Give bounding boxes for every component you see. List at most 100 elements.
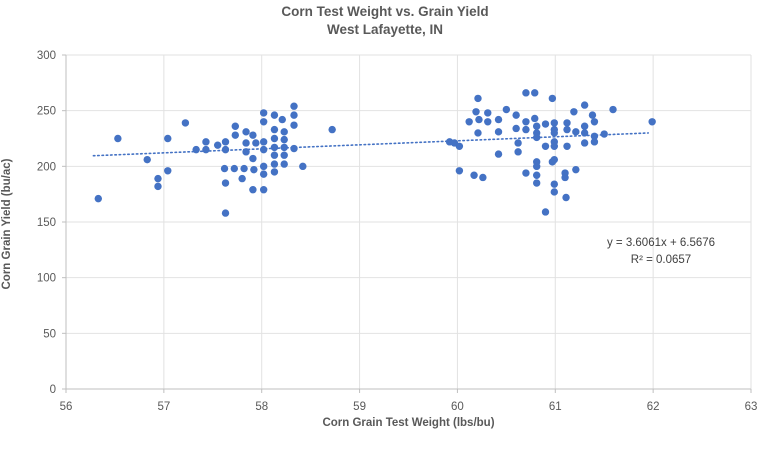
data-point: [290, 121, 298, 129]
data-point: [242, 139, 250, 147]
data-point: [502, 105, 511, 114]
data-point: [202, 138, 210, 146]
data-point: [532, 179, 541, 187]
data-point: [532, 162, 541, 171]
data-point: [242, 128, 250, 136]
data-point: [561, 173, 569, 182]
data-point: [328, 125, 336, 134]
chart-title: Corn Test Weight vs. Grain Yield West La…: [0, 3, 770, 39]
data-point: [572, 165, 580, 174]
data-point: [220, 164, 229, 173]
data-point: [164, 167, 172, 175]
data-point: [94, 194, 102, 203]
data-point: [221, 179, 230, 187]
data-point: [259, 109, 268, 117]
data-point: [580, 101, 589, 109]
data-point: [550, 142, 559, 150]
data-point: [270, 151, 279, 159]
data-point: [259, 138, 268, 146]
data-point: [541, 120, 550, 128]
data-point: [494, 115, 503, 124]
data-point: [202, 145, 210, 154]
data-point: [550, 180, 559, 188]
data-point: [541, 208, 550, 216]
data-point: [522, 118, 530, 126]
trendline-equation: y = 3.6061x + 6.5676: [606, 237, 716, 249]
data-point: [494, 128, 503, 136]
data-point: [580, 139, 589, 147]
data-point: [563, 119, 571, 127]
data-point: [512, 111, 520, 119]
data-point: [550, 155, 559, 164]
data-point: [240, 164, 248, 173]
data-point: [648, 118, 656, 126]
y-tick-label: 300: [37, 50, 56, 62]
data-point: [221, 145, 230, 154]
data-point: [550, 129, 559, 137]
data-point: [270, 111, 279, 119]
data-point: [249, 154, 257, 163]
data-point: [231, 122, 239, 130]
data-point: [290, 111, 298, 119]
data-point: [572, 128, 580, 136]
data-point: [531, 89, 539, 97]
data-point: [472, 108, 480, 116]
data-point: [494, 150, 503, 158]
data-point: [550, 119, 559, 127]
data-point: [532, 171, 541, 179]
data-point: [299, 162, 307, 171]
data-point: [474, 94, 482, 103]
data-point: [590, 118, 599, 126]
data-point: [484, 109, 492, 117]
data-point: [484, 118, 492, 126]
data-point: [522, 169, 530, 177]
data-point: [531, 114, 539, 123]
data-point: [270, 143, 279, 152]
data-point: [230, 164, 239, 173]
data-point: [154, 182, 162, 191]
x-tick-label: 56: [60, 401, 73, 413]
data-point: [514, 139, 522, 147]
chart-title-line2: West Lafayette, IN: [326, 22, 444, 37]
data-point: [580, 122, 589, 130]
data-point: [522, 89, 530, 97]
data-point: [522, 125, 530, 134]
data-point: [541, 142, 550, 150]
data-point: [455, 142, 464, 150]
data-point: [213, 141, 222, 149]
data-point: [588, 111, 597, 119]
data-point: [270, 125, 279, 134]
y-tick-label: 150: [37, 217, 56, 229]
x-tick-label: 62: [647, 401, 660, 413]
data-point: [474, 129, 482, 137]
trendline-annotation: y = 3.6061x + 6.5676 R² = 0.0657: [575, 235, 747, 268]
data-point: [259, 162, 268, 171]
data-point: [249, 186, 257, 194]
data-point: [221, 138, 230, 146]
data-point: [181, 119, 190, 127]
data-point: [580, 129, 589, 137]
data-point: [600, 130, 608, 138]
x-axis-title: Corn Grain Test Weight (lbs/bu): [322, 417, 495, 429]
x-tick-label: 57: [157, 401, 170, 413]
data-point: [550, 188, 559, 196]
data-point: [280, 151, 288, 159]
data-point: [259, 186, 268, 194]
data-point: [290, 144, 298, 153]
data-point: [479, 173, 487, 182]
data-point: [270, 160, 279, 168]
data-point: [475, 115, 483, 124]
data-point: [259, 145, 268, 154]
data-point: [563, 125, 571, 134]
data-point: [250, 165, 258, 174]
data-point: [238, 174, 246, 183]
data-point: [221, 209, 230, 217]
data-point: [532, 122, 541, 130]
x-tick-label: 59: [353, 401, 366, 413]
data-point: [590, 138, 599, 146]
x-tick-label: 60: [451, 401, 464, 413]
data-point: [290, 102, 298, 110]
data-point: [259, 170, 268, 178]
